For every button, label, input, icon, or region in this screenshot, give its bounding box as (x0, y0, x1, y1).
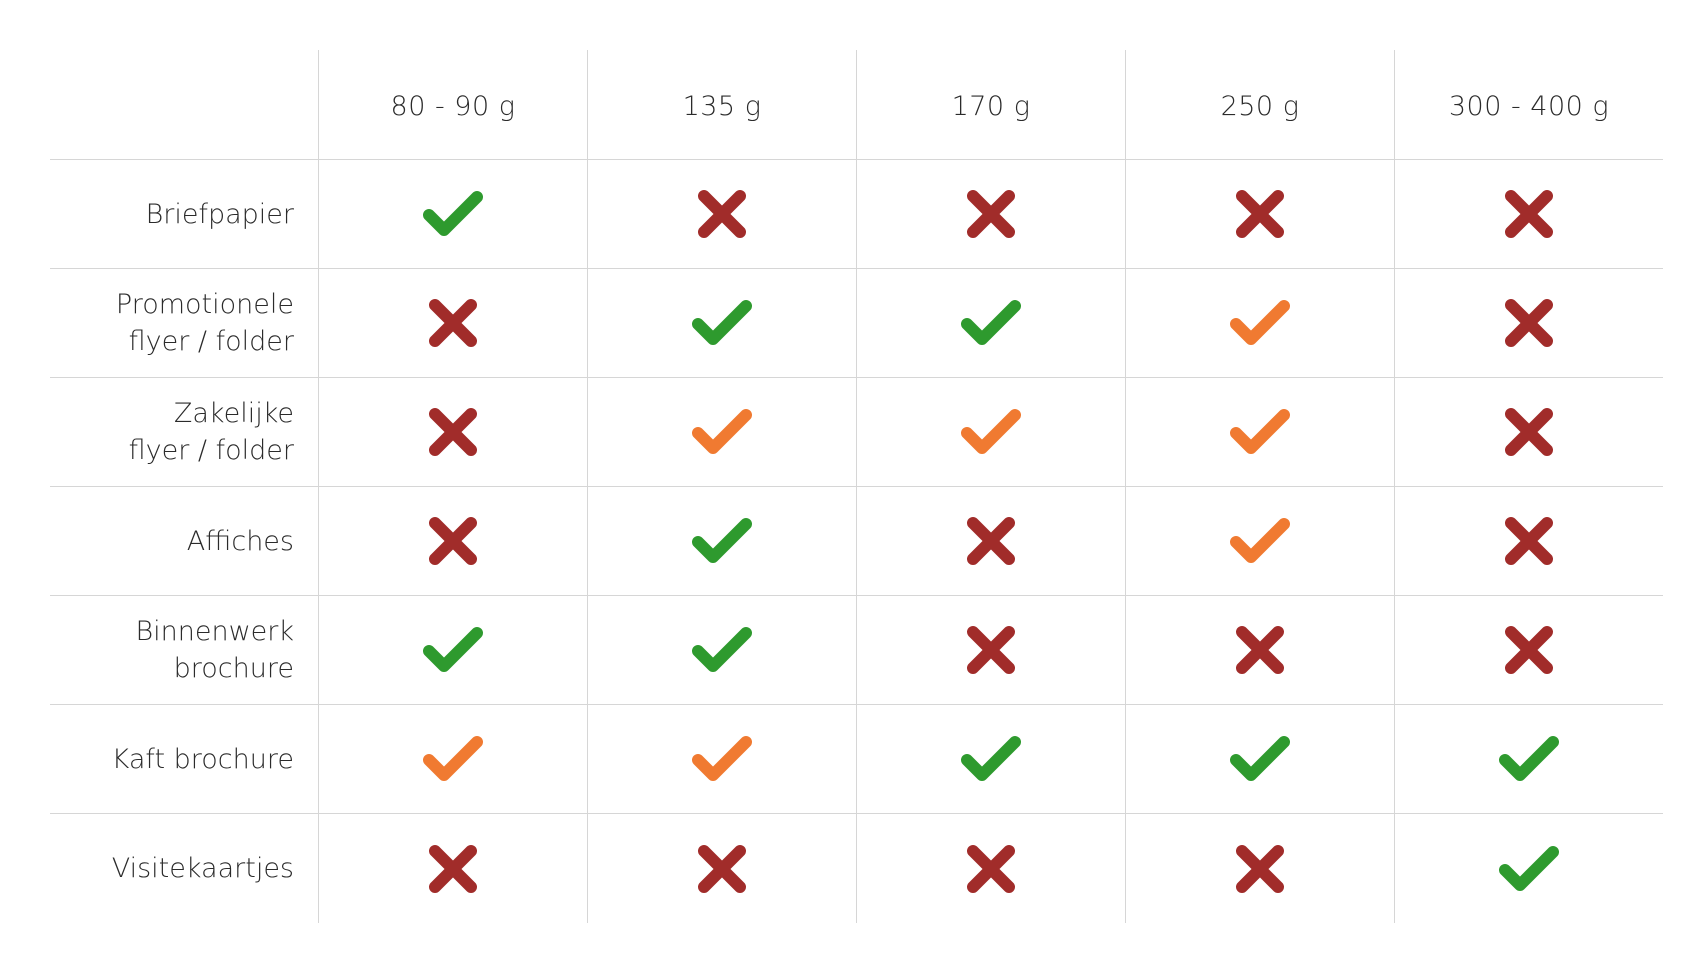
check-orange-icon (692, 736, 752, 781)
column-header: 250 g (1125, 50, 1394, 160)
table-cell (587, 596, 856, 705)
table-cell (318, 160, 587, 269)
cross-red-icon (429, 517, 477, 565)
check-green-icon (1499, 736, 1559, 781)
table-cell (1125, 378, 1394, 487)
check-green-icon (1499, 845, 1559, 891)
table-cell (856, 596, 1125, 705)
cross-red-icon (967, 626, 1015, 674)
cross-red-icon (1505, 299, 1553, 347)
check-green-icon (423, 627, 483, 672)
header-corner (50, 50, 318, 160)
row-label: Affiches (50, 487, 318, 596)
cross-red-icon (429, 844, 477, 893)
check-green-icon (423, 191, 483, 236)
table-cell (856, 487, 1125, 596)
table-cell (856, 378, 1125, 487)
table-cell (1125, 705, 1394, 814)
table-cell (1125, 269, 1394, 378)
check-green-icon (961, 736, 1021, 781)
cross-red-icon (698, 190, 746, 238)
table-cell (587, 160, 856, 269)
row-label: Visitekaartjes (111, 853, 294, 884)
table-cell (587, 487, 856, 596)
paper-weight-table: 80 - 90 g 135 g 170 g 250 g 300 - 400 g … (50, 50, 1663, 923)
table-cell (1125, 596, 1394, 705)
table-cell (318, 705, 587, 814)
table-cell (318, 378, 587, 487)
table-cell (1394, 487, 1663, 596)
table-cell (1125, 814, 1394, 923)
cross-red-icon (429, 408, 477, 456)
cross-red-icon (1236, 626, 1284, 674)
cross-red-icon (1505, 408, 1553, 456)
cross-red-icon (429, 299, 477, 347)
cross-red-icon (698, 844, 746, 893)
table-cell (856, 705, 1125, 814)
table-cell (1125, 160, 1394, 269)
cross-red-icon (1505, 517, 1553, 565)
table-cell (318, 487, 587, 596)
table-cell (318, 269, 587, 378)
row-label: Binnenwerk brochure (50, 596, 318, 705)
check-orange-icon (423, 736, 483, 781)
table-cell (1394, 596, 1663, 705)
column-header: 300 - 400 g (1394, 50, 1663, 160)
check-orange-icon (961, 409, 1021, 454)
row-label: Kaft brochure (50, 705, 318, 814)
cross-red-icon (967, 517, 1015, 565)
table-cell (318, 814, 587, 923)
cross-red-icon (1505, 626, 1553, 674)
check-green-icon (1230, 736, 1290, 781)
row-label: Briefpapier (50, 160, 318, 269)
table-cell (587, 378, 856, 487)
table-cell (318, 596, 587, 705)
column-header: 135 g (587, 50, 856, 160)
table-cell (1394, 160, 1663, 269)
table-cell (587, 705, 856, 814)
check-green-icon (692, 627, 752, 672)
table-cell (1125, 487, 1394, 596)
check-orange-icon (1230, 409, 1290, 454)
cross-red-icon (1505, 190, 1553, 238)
column-header: 170 g (856, 50, 1125, 160)
check-orange-icon (1230, 300, 1290, 345)
check-orange-icon (692, 409, 752, 454)
cross-red-icon (967, 844, 1015, 893)
cross-red-icon (1236, 844, 1284, 893)
check-green-icon (692, 518, 752, 563)
table-cell (587, 269, 856, 378)
column-header: 80 - 90 g (318, 50, 587, 160)
table-cell (587, 814, 856, 923)
table-cell (856, 814, 1125, 923)
check-green-icon (692, 300, 752, 345)
table-cell (1394, 814, 1663, 923)
check-orange-icon (1230, 518, 1290, 563)
cross-red-icon (1236, 190, 1284, 238)
table-cell (1394, 378, 1663, 487)
table-cell (1394, 269, 1663, 378)
row-label: Zakelijke flyer / folder (50, 378, 318, 487)
table-cell (856, 160, 1125, 269)
cross-red-icon (967, 190, 1015, 238)
check-green-icon (961, 300, 1021, 345)
row-label: Promotionele flyer / folder (50, 269, 318, 378)
table-cell (1394, 705, 1663, 814)
table-cell (856, 269, 1125, 378)
